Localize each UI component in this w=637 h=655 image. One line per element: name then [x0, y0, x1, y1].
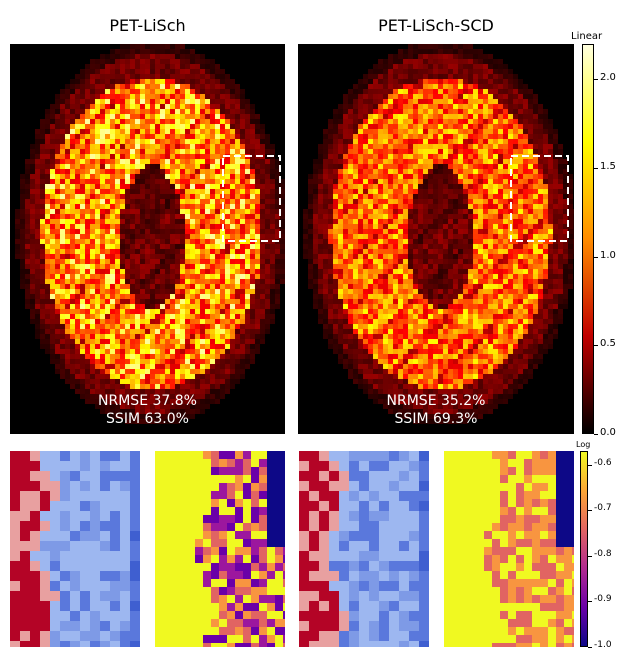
panel-title-lisch: PET-LiSch — [109, 16, 186, 35]
linear-colorbar-tick-mark — [594, 79, 598, 81]
metrics-lisch: NRMSE 37.8% SSIM 63.0% — [10, 392, 285, 428]
zoom-render-lisch-scd-error — [299, 451, 429, 647]
linear-colorbar-tick-mark — [594, 345, 598, 347]
zoom-lisch-log — [155, 451, 285, 647]
log-colorbar-tick-mark — [588, 601, 592, 603]
linear-colorbar-tick-label: 2.0 — [600, 72, 616, 84]
zoom-lisch-scd-error — [299, 451, 429, 647]
log-colorbar-tick-label: -0.9 — [594, 594, 612, 605]
ssim-value-lisch: SSIM 63.0% — [106, 411, 189, 427]
pet-render-lisch — [15, 44, 285, 424]
linear-colorbar-tick-label: 1.0 — [600, 249, 616, 261]
log-colorbar — [580, 451, 588, 647]
roi-box — [510, 155, 569, 242]
pet-image-lisch-scd — [298, 44, 574, 434]
log-colorbar-tick-label: -1.0 — [594, 640, 612, 650]
linear-colorbar-title: Linear — [571, 31, 603, 42]
roi-box — [222, 155, 281, 242]
nrmse-value-lisch-scd: NRMSE 35.2% — [386, 393, 486, 409]
linear-colorbar-tick-label: 1.5 — [600, 161, 616, 173]
log-colorbar-tick-label: -0.6 — [594, 457, 612, 468]
linear-colorbar-tick-mark — [594, 168, 598, 170]
linear-colorbar-tick-label: 0.5 — [600, 338, 616, 350]
log-colorbar-tick-label: -0.8 — [594, 548, 612, 559]
zoom-lisch-scd-log — [444, 451, 574, 647]
ssim-value-lisch-scd: SSIM 69.3% — [394, 411, 478, 427]
log-colorbar-tick-mark — [588, 510, 592, 512]
log-colorbar-tick-mark — [588, 555, 592, 557]
linear-colorbar-tick-mark — [594, 434, 598, 435]
log-colorbar-tick-mark — [588, 464, 592, 466]
nrmse-value-lisch: NRMSE 37.8% — [98, 393, 197, 409]
log-colorbar-tick-label: -0.7 — [594, 503, 612, 514]
zoom-render-lisch-log — [155, 451, 285, 647]
linear-colorbar — [582, 44, 594, 434]
log-colorbar-tick-mark — [588, 647, 592, 648]
pet-render-lisch-scd — [303, 44, 574, 424]
linear-colorbar-tick-mark — [594, 256, 598, 258]
zoom-render-lisch-error — [10, 451, 140, 647]
zoom-lisch-error — [10, 451, 140, 647]
panel-title-lisch-scd: PET-LiSch-SCD — [378, 16, 494, 35]
pet-image-lisch — [10, 44, 285, 434]
log-colorbar-title: Log — [576, 440, 591, 449]
metrics-lisch-scd: NRMSE 35.2% SSIM 69.3% — [298, 392, 574, 428]
zoom-render-lisch-scd-log — [444, 451, 574, 647]
linear-colorbar-tick-label: 0.0 — [600, 427, 616, 438]
